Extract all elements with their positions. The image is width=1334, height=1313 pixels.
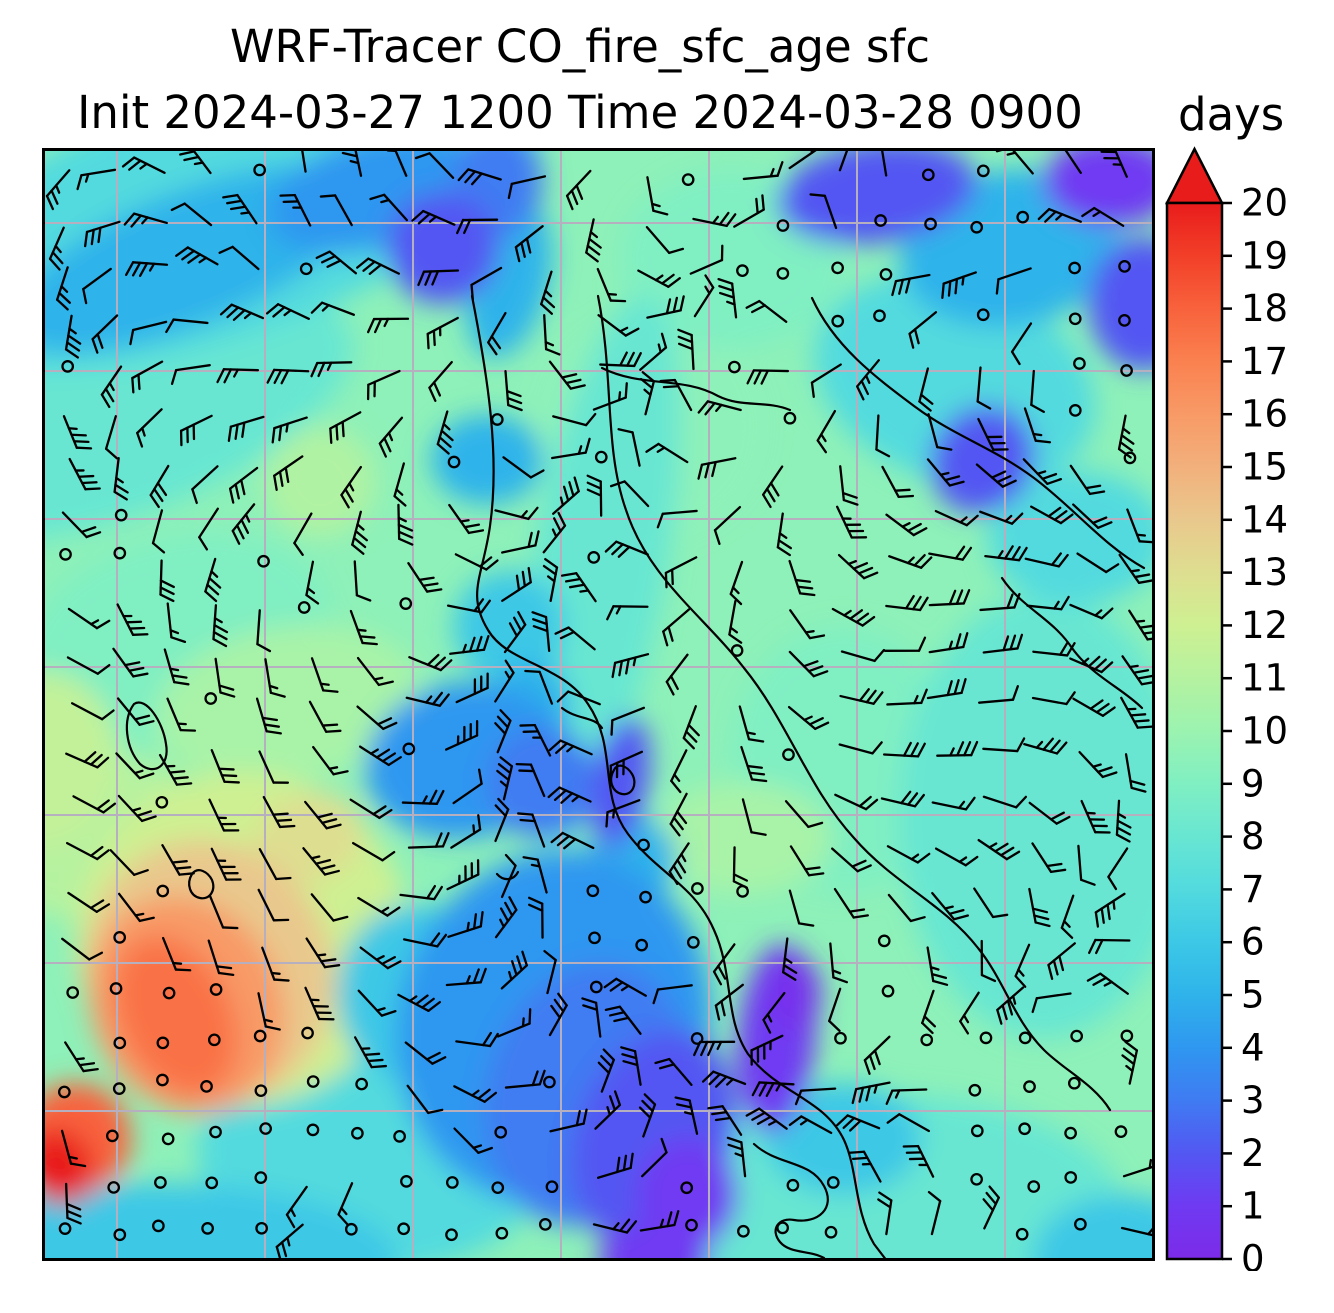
- colorbar-tick-label: 5: [1241, 974, 1265, 1017]
- colorbar-tick-label: 17: [1241, 340, 1288, 383]
- colorbar-tick-label: 18: [1241, 287, 1288, 330]
- wind-barbs: [45, 148, 1155, 1261]
- plot-border: [42, 148, 1155, 1261]
- colorbar-tick-label: 19: [1241, 234, 1288, 277]
- chart-title: WRF-Tracer CO_fire_sfc_age sfc: [229, 20, 930, 73]
- colorbar-tick-label: 7: [1241, 868, 1265, 911]
- coastlines: [125, 294, 1146, 1261]
- colorbar-tick-label: 1: [1241, 1185, 1265, 1228]
- colorbar-tick-label: 2: [1241, 1132, 1265, 1175]
- colorbar-tick-label: 11: [1241, 657, 1288, 700]
- colorbar-over-arrow: [1164, 146, 1225, 205]
- colorbar-tick-label: 12: [1241, 604, 1288, 647]
- colorbar-tick-label: 20: [1241, 182, 1288, 225]
- colorbar-tick-label: 8: [1241, 815, 1265, 858]
- map-plot: [42, 148, 1155, 1261]
- colorbar-gradient: [1165, 201, 1224, 1261]
- colorbar-tick-label: 16: [1241, 393, 1288, 436]
- colorbar-unit-label: days: [1178, 88, 1285, 141]
- colorbar-tick-label: 6: [1241, 921, 1265, 964]
- colorbar-tick-label: 15: [1241, 446, 1288, 489]
- chart-subtitle: Init 2024-03-27 1200 Time 2024-03-28 090…: [77, 86, 1083, 139]
- colorbar-tick-label: 14: [1241, 498, 1288, 541]
- colorbar-tick-label: 3: [1241, 1079, 1265, 1122]
- colorbar-tick-label: 4: [1241, 1026, 1265, 1069]
- colorbar-tick-label: 10: [1241, 710, 1288, 753]
- colorbar-tick-label: 9: [1241, 762, 1265, 805]
- colorbar-tick-label: 13: [1241, 551, 1288, 594]
- colorbar-tick-label: 0: [1241, 1238, 1265, 1272]
- contour-fill: [42, 148, 1155, 1261]
